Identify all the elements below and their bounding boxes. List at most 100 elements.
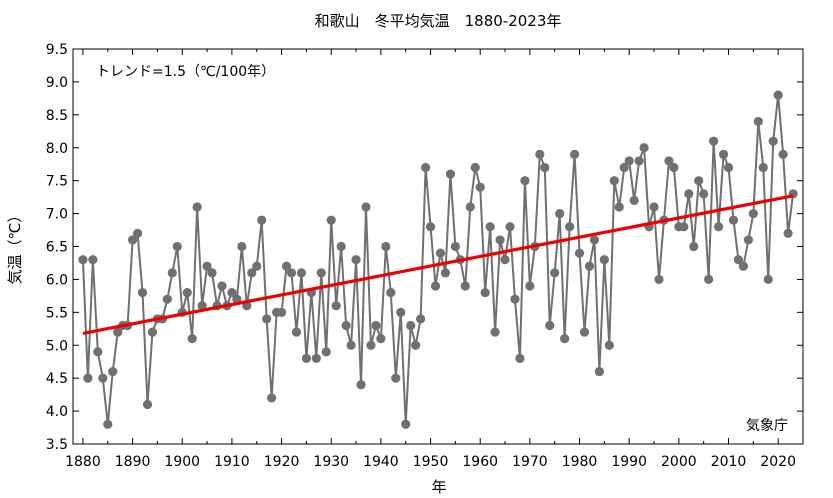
data-point xyxy=(321,347,331,357)
data-point xyxy=(336,241,346,252)
x-tick-label: 1980 xyxy=(562,454,598,470)
data-point xyxy=(560,334,570,344)
data-point xyxy=(440,268,451,278)
data-point xyxy=(356,380,366,390)
data-point xyxy=(341,320,351,331)
data-point xyxy=(257,215,267,225)
x-tick-label: 1910 xyxy=(214,454,250,470)
data-point xyxy=(420,162,431,173)
data-point xyxy=(386,287,396,298)
data-point xyxy=(435,248,446,258)
data-point xyxy=(296,268,307,278)
data-point xyxy=(147,327,158,337)
data-point xyxy=(728,215,739,225)
data-point xyxy=(743,235,753,245)
data-point xyxy=(182,287,192,298)
data-point xyxy=(162,294,172,304)
data-point xyxy=(485,222,495,232)
data-point xyxy=(778,149,788,159)
data-point xyxy=(520,176,530,186)
data-point xyxy=(78,255,88,265)
credit-label: 気象庁 xyxy=(746,418,788,434)
data-point xyxy=(416,314,426,324)
data-point xyxy=(127,235,138,245)
data-point xyxy=(748,208,758,219)
data-point xyxy=(381,241,391,252)
data-point xyxy=(555,208,565,219)
data-point xyxy=(247,268,257,278)
chart-title: 和歌山 冬平均気温 1880-2023年 xyxy=(315,12,562,30)
data-point xyxy=(768,136,778,146)
data-point xyxy=(599,255,609,265)
y-tick-label: 5.5 xyxy=(46,305,68,321)
data-point xyxy=(83,373,93,383)
x-tick-label: 1890 xyxy=(115,454,151,470)
data-point xyxy=(723,162,734,173)
data-point xyxy=(366,340,376,350)
data-point xyxy=(137,287,148,298)
data-point xyxy=(604,340,614,350)
data-point xyxy=(535,149,545,159)
data-point xyxy=(758,162,768,173)
data-point xyxy=(113,327,123,337)
x-tick-label: 1930 xyxy=(313,454,349,470)
data-point xyxy=(569,149,580,159)
x-tick-label: 2010 xyxy=(711,454,747,470)
data-point xyxy=(396,307,406,317)
data-point xyxy=(450,241,460,252)
data-point xyxy=(311,353,321,364)
data-point xyxy=(331,301,341,311)
data-point xyxy=(495,235,505,245)
y-tick-label: 9.0 xyxy=(46,75,68,91)
x-tick-label: 1880 xyxy=(65,454,101,470)
data-point xyxy=(475,182,485,192)
data-point xyxy=(425,222,436,232)
data-point xyxy=(654,274,664,285)
data-point xyxy=(510,294,520,304)
data-point xyxy=(167,268,177,278)
data-point xyxy=(207,268,217,278)
data-point xyxy=(634,156,644,166)
data-point xyxy=(763,274,773,285)
x-tick-label: 2020 xyxy=(760,454,796,470)
y-tick-label: 6.5 xyxy=(46,240,68,256)
y-tick-label: 4.5 xyxy=(46,371,68,387)
x-tick-label: 1960 xyxy=(462,454,498,470)
data-point xyxy=(649,202,659,212)
data-point xyxy=(619,162,629,173)
data-point xyxy=(187,334,197,344)
data-point xyxy=(351,255,361,265)
data-point xyxy=(718,149,729,159)
data-point xyxy=(664,156,674,166)
data-point xyxy=(713,222,724,232)
data-point xyxy=(614,202,624,212)
data-point xyxy=(316,268,326,278)
y-axis-label: 気温（℃） xyxy=(6,208,24,285)
data-point xyxy=(93,347,103,357)
data-point xyxy=(286,268,297,278)
data-point xyxy=(609,176,619,186)
data-point xyxy=(376,334,386,344)
data-point xyxy=(733,255,744,265)
data-point xyxy=(301,353,312,364)
data-point xyxy=(346,340,356,350)
data-point xyxy=(88,255,98,265)
x-tick-label: 1940 xyxy=(363,454,399,470)
data-point xyxy=(465,202,475,212)
data-point xyxy=(232,294,242,304)
data-point xyxy=(132,228,143,238)
data-point xyxy=(103,419,113,429)
data-point xyxy=(202,261,212,271)
data-point xyxy=(227,287,237,298)
data-point xyxy=(584,261,595,271)
data-point xyxy=(594,366,604,377)
trend-annotation: トレンド=1.5（℃/100年） xyxy=(96,64,275,80)
data-point xyxy=(237,241,247,252)
data-point xyxy=(98,373,108,383)
y-tick-label: 6.0 xyxy=(46,272,68,288)
data-point xyxy=(406,320,416,331)
data-point xyxy=(694,176,704,186)
data-point xyxy=(252,261,262,271)
data-point xyxy=(490,327,500,337)
data-point xyxy=(391,373,401,383)
